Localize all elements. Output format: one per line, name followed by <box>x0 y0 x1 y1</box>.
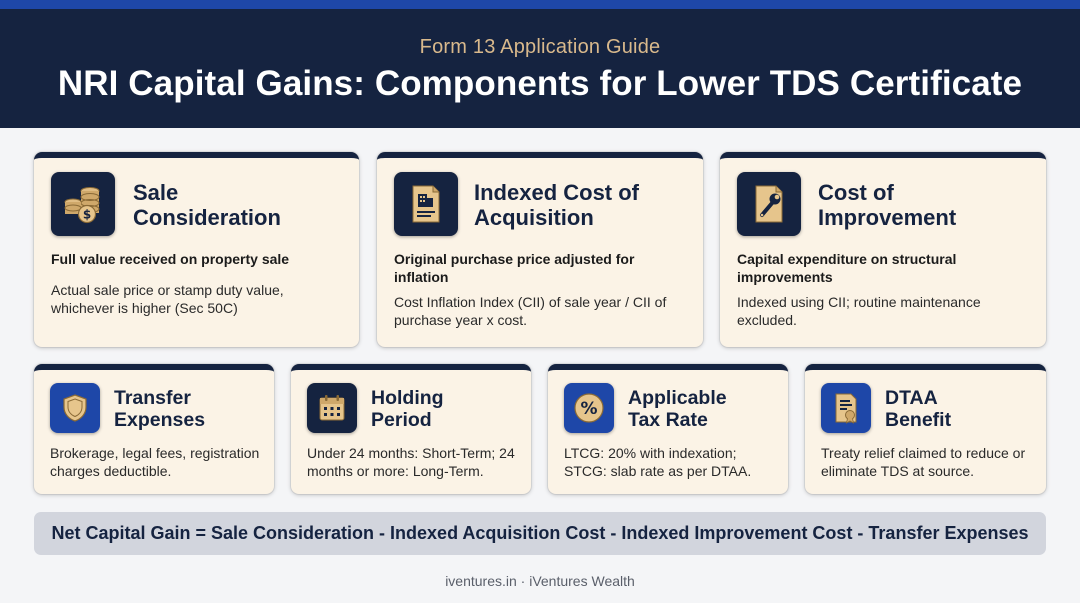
card-subtitle: Full value received on property sale <box>51 251 290 267</box>
card-sale-consideration: $ Sale Consideration Full value received… <box>34 152 359 347</box>
shield-icon <box>50 383 100 433</box>
card-description: Actual sale price or stamp duty value, w… <box>51 282 284 317</box>
card-title: Holding Period <box>371 387 444 432</box>
net-capital-gain-formula: Net Capital Gain = Sale Consideration - … <box>34 512 1046 555</box>
card-description: Indexed using CII; routine maintenance e… <box>737 294 981 329</box>
card-holding-period: Holding Period Under 24 months: Short-Te… <box>291 364 531 494</box>
card-transfer-expenses: Transfer Expenses Brokerage, legal fees,… <box>34 364 274 494</box>
footer-credit: iventures.in · iVentures Wealth <box>445 573 635 589</box>
card-description: Treaty relief claimed to reduce or elimi… <box>821 445 1026 480</box>
card-description: Brokerage, legal fees, registration char… <box>50 445 260 480</box>
header-banner: Form 13 Application Guide NRI Capital Ga… <box>0 9 1080 128</box>
card-cost-improvement: Cost of Improvement Capital expenditure … <box>720 152 1046 347</box>
card-applicable-tax-rate: % Applicable Tax Rate LTCG: 20% with ind… <box>548 364 788 494</box>
card-dtaa-benefit: DTAA Benefit Treaty relief claimed to re… <box>805 364 1046 494</box>
card-title: Indexed Cost of Acquisition <box>474 180 640 230</box>
card-title: DTAA Benefit <box>885 387 952 432</box>
card-description: Cost Inflation Index (CII) of sale year … <box>394 294 667 329</box>
card-title: Applicable Tax Rate <box>628 387 727 432</box>
card-title: Sale Consideration <box>133 180 281 230</box>
percent-icon: % <box>564 383 614 433</box>
card-subtitle: Capital expenditure on structural improv… <box>737 251 957 286</box>
card-subtitle: Original purchase price adjusted for inf… <box>394 251 635 286</box>
card-title: Cost of Improvement <box>818 180 957 230</box>
top-accent-stripe <box>0 0 1080 9</box>
card-title: Transfer Expenses <box>114 387 206 432</box>
card-indexed-cost-acquisition: Indexed Cost of Acquisition Original pur… <box>377 152 703 347</box>
calendar-icon <box>307 383 357 433</box>
document-building-icon <box>394 172 458 236</box>
page-title: NRI Capital Gains: Components for Lower … <box>57 64 1023 103</box>
coins-dollar-icon: $ <box>51 172 115 236</box>
svg-text:$: $ <box>83 208 91 222</box>
page-subtitle: Form 13 Application Guide <box>419 36 661 58</box>
card-description: LTCG: 20% with indexation; STCG: slab ra… <box>564 445 752 480</box>
card-description: Under 24 months: Short-Term; 24 months o… <box>307 445 515 480</box>
document-wrench-icon <box>737 172 801 236</box>
svg-text:%: % <box>580 399 597 419</box>
certificate-icon <box>821 383 871 433</box>
